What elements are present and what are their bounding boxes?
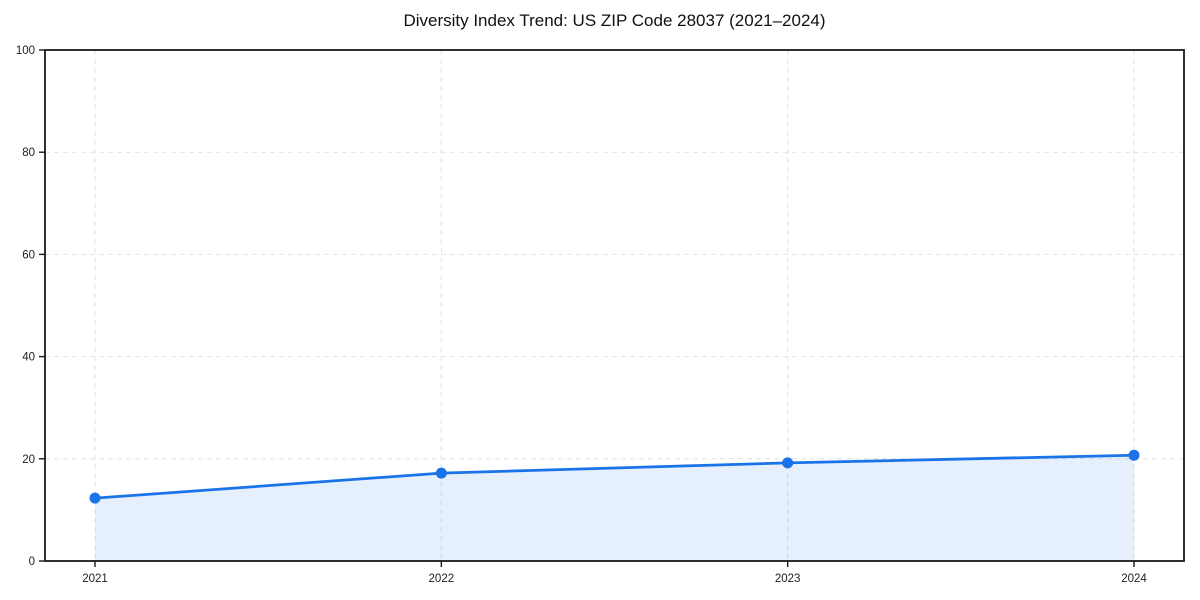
axis-frame: [44, 49, 1185, 562]
trend-line: [93, 453, 1136, 500]
data-point: [89, 492, 101, 504]
x-axis-tick-label: 2021: [82, 573, 108, 585]
data-point: [782, 457, 794, 469]
data-point: [435, 467, 447, 479]
y-axis-tick-label: 0: [29, 556, 35, 568]
area-fill: [95, 455, 1134, 561]
x-axis-tick-label: 2022: [429, 573, 455, 585]
x-axis-tick-label: 2023: [775, 573, 801, 585]
chart-title: Diversity Index Trend: US ZIP Code 28037…: [403, 11, 826, 30]
x-axis-tick-label: 2024: [1121, 573, 1147, 585]
data-point: [1128, 449, 1140, 461]
y-axis-tick-label: 100: [16, 45, 35, 57]
y-axis-tick-label: 60: [22, 249, 35, 261]
y-axis-tick-label: 40: [22, 352, 35, 364]
y-axis-tick-label: 20: [22, 454, 35, 466]
y-axis-tick-label: 80: [22, 147, 35, 159]
